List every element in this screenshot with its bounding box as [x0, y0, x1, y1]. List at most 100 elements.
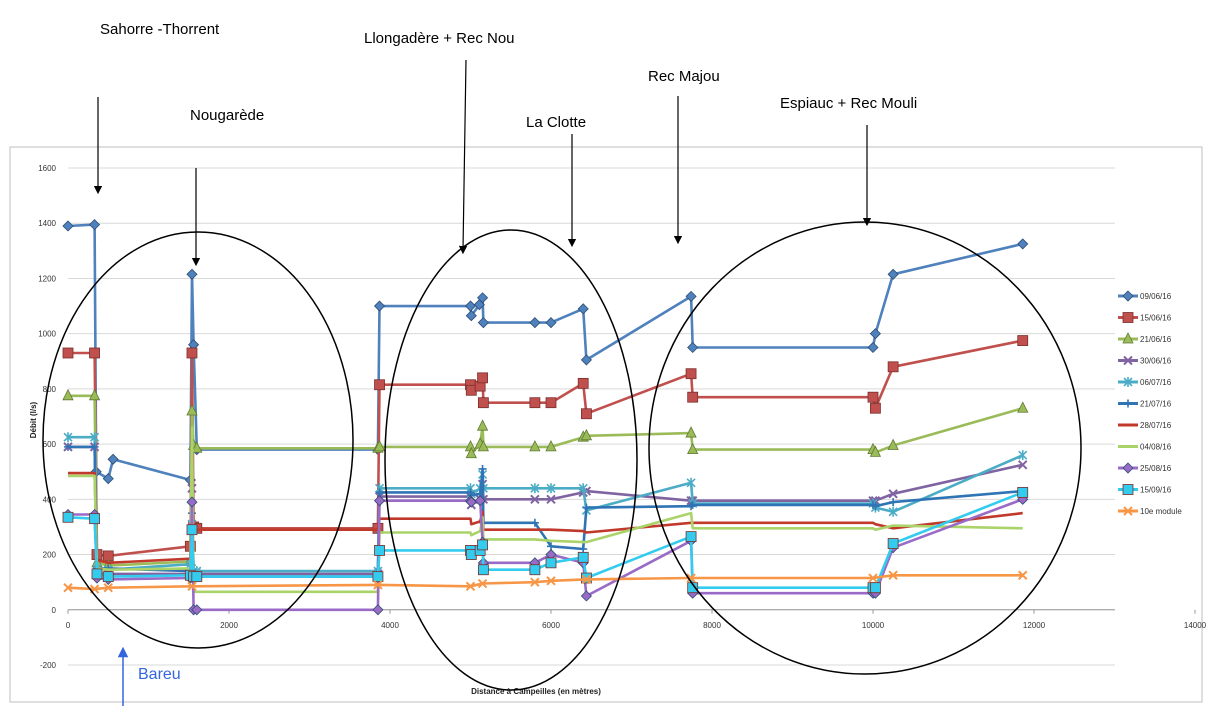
data-point — [529, 439, 541, 452]
data-point — [687, 582, 699, 594]
data-point — [1122, 462, 1134, 474]
legend-label: 09/06/16 — [1140, 292, 1172, 301]
legend-item: 09/06/16 — [1118, 290, 1172, 302]
data-point — [1123, 377, 1133, 387]
data-point — [62, 347, 74, 359]
legend-item: 21/07/16 — [1118, 399, 1172, 409]
data-point — [530, 483, 540, 494]
data-point — [375, 488, 384, 497]
data-point — [477, 372, 488, 384]
data-point — [887, 361, 899, 373]
data-point — [1122, 484, 1134, 495]
legend-label: 15/09/16 — [1140, 486, 1172, 495]
data-point — [465, 446, 477, 459]
annotation-espiauc: Espiauc + Rec Mouli — [780, 95, 917, 112]
legend-label: 25/08/16 — [1140, 464, 1172, 473]
legend-item: 25/08/16 — [1118, 462, 1172, 474]
legend-label: 28/07/16 — [1140, 421, 1172, 430]
data-point — [889, 498, 898, 507]
data-point — [685, 290, 697, 302]
y-tick-label: 800 — [43, 385, 57, 394]
legend-item: 15/09/16 — [1118, 484, 1172, 495]
data-point — [529, 397, 541, 409]
data-point — [578, 483, 588, 494]
data-point — [62, 511, 74, 523]
annotation-laclotte: La Clotte — [526, 114, 586, 131]
chart-frame — [9, 146, 1203, 703]
series-layer — [62, 219, 1029, 616]
data-point — [465, 310, 477, 322]
data-point — [687, 502, 696, 511]
data-point — [687, 442, 699, 455]
legend-label: 30/06/16 — [1140, 357, 1172, 366]
annotation-recmajou: Rec Majou — [648, 68, 720, 85]
data-point — [580, 590, 592, 602]
data-point — [374, 545, 385, 556]
y-tick-label: 1000 — [38, 330, 56, 339]
x-tick-labels: 0 2000 4000 6000 8000 10000 12000 14000 — [66, 621, 1207, 630]
y-tick-label: 1600 — [38, 164, 56, 173]
data-point — [530, 577, 540, 587]
data-point — [1122, 312, 1134, 323]
data-point — [1122, 290, 1134, 302]
data-point — [186, 524, 198, 536]
x-axis-label: Distance à Campeilles (en mètres) — [471, 687, 601, 696]
data-point — [477, 539, 488, 551]
legend-item: 15/06/16 — [1118, 312, 1172, 323]
data-point — [477, 317, 489, 329]
data-point — [186, 268, 198, 280]
data-point — [63, 432, 73, 443]
data-point — [63, 582, 73, 593]
data-point — [1123, 355, 1133, 366]
series-line — [67, 574, 1023, 591]
data-point — [579, 545, 588, 554]
data-point — [888, 570, 898, 580]
annotation-llongadere: Llongadère + Rec Nou — [364, 30, 515, 47]
data-point — [577, 551, 589, 563]
y-tick-label: 600 — [43, 440, 57, 449]
data-point — [88, 219, 101, 231]
data-point — [191, 571, 203, 583]
legend-label: 04/08/16 — [1140, 443, 1172, 452]
data-point — [868, 573, 878, 583]
data-point — [372, 571, 384, 583]
data-point — [580, 354, 592, 366]
annotation-nougarede: Nougarède — [190, 107, 264, 124]
data-point — [545, 439, 557, 452]
data-point — [887, 438, 899, 450]
annotation-sahorre: Sahorre -Thorrent — [100, 21, 220, 38]
legend-label: 15/06/16 — [1140, 314, 1172, 323]
data-point — [374, 379, 385, 391]
data-point — [686, 573, 696, 583]
data-point — [477, 397, 489, 409]
data-point — [191, 441, 203, 453]
data-point — [477, 292, 489, 304]
annotation-bareu: Bareu — [138, 666, 181, 683]
data-point — [191, 604, 203, 616]
data-point — [685, 368, 697, 380]
x-tick-label: 14000 — [1184, 621, 1207, 630]
data-point — [373, 580, 383, 590]
data-point — [546, 494, 556, 505]
data-point — [869, 328, 881, 340]
legend-item: 10e module — [1118, 506, 1182, 516]
data-point — [372, 604, 384, 616]
data-point — [90, 442, 99, 451]
legend-item: 04/08/16 — [1118, 443, 1172, 452]
data-point — [476, 419, 489, 431]
data-point — [869, 445, 882, 457]
ellipse-llongadere-clotte — [384, 229, 638, 691]
data-point — [581, 408, 592, 420]
y-tick-label: 200 — [43, 551, 57, 560]
data-point — [529, 317, 541, 329]
data-point — [477, 439, 490, 452]
legend-label: 06/07/16 — [1140, 378, 1172, 387]
data-point — [688, 500, 697, 509]
data-point — [867, 391, 879, 403]
data-point — [62, 220, 74, 232]
data-point — [687, 341, 699, 354]
ellipse-sahorre-nougarede — [42, 231, 354, 649]
x-tick-label: 0 — [66, 621, 71, 630]
data-point — [477, 578, 488, 589]
arrow-llongadere — [458, 59, 468, 255]
